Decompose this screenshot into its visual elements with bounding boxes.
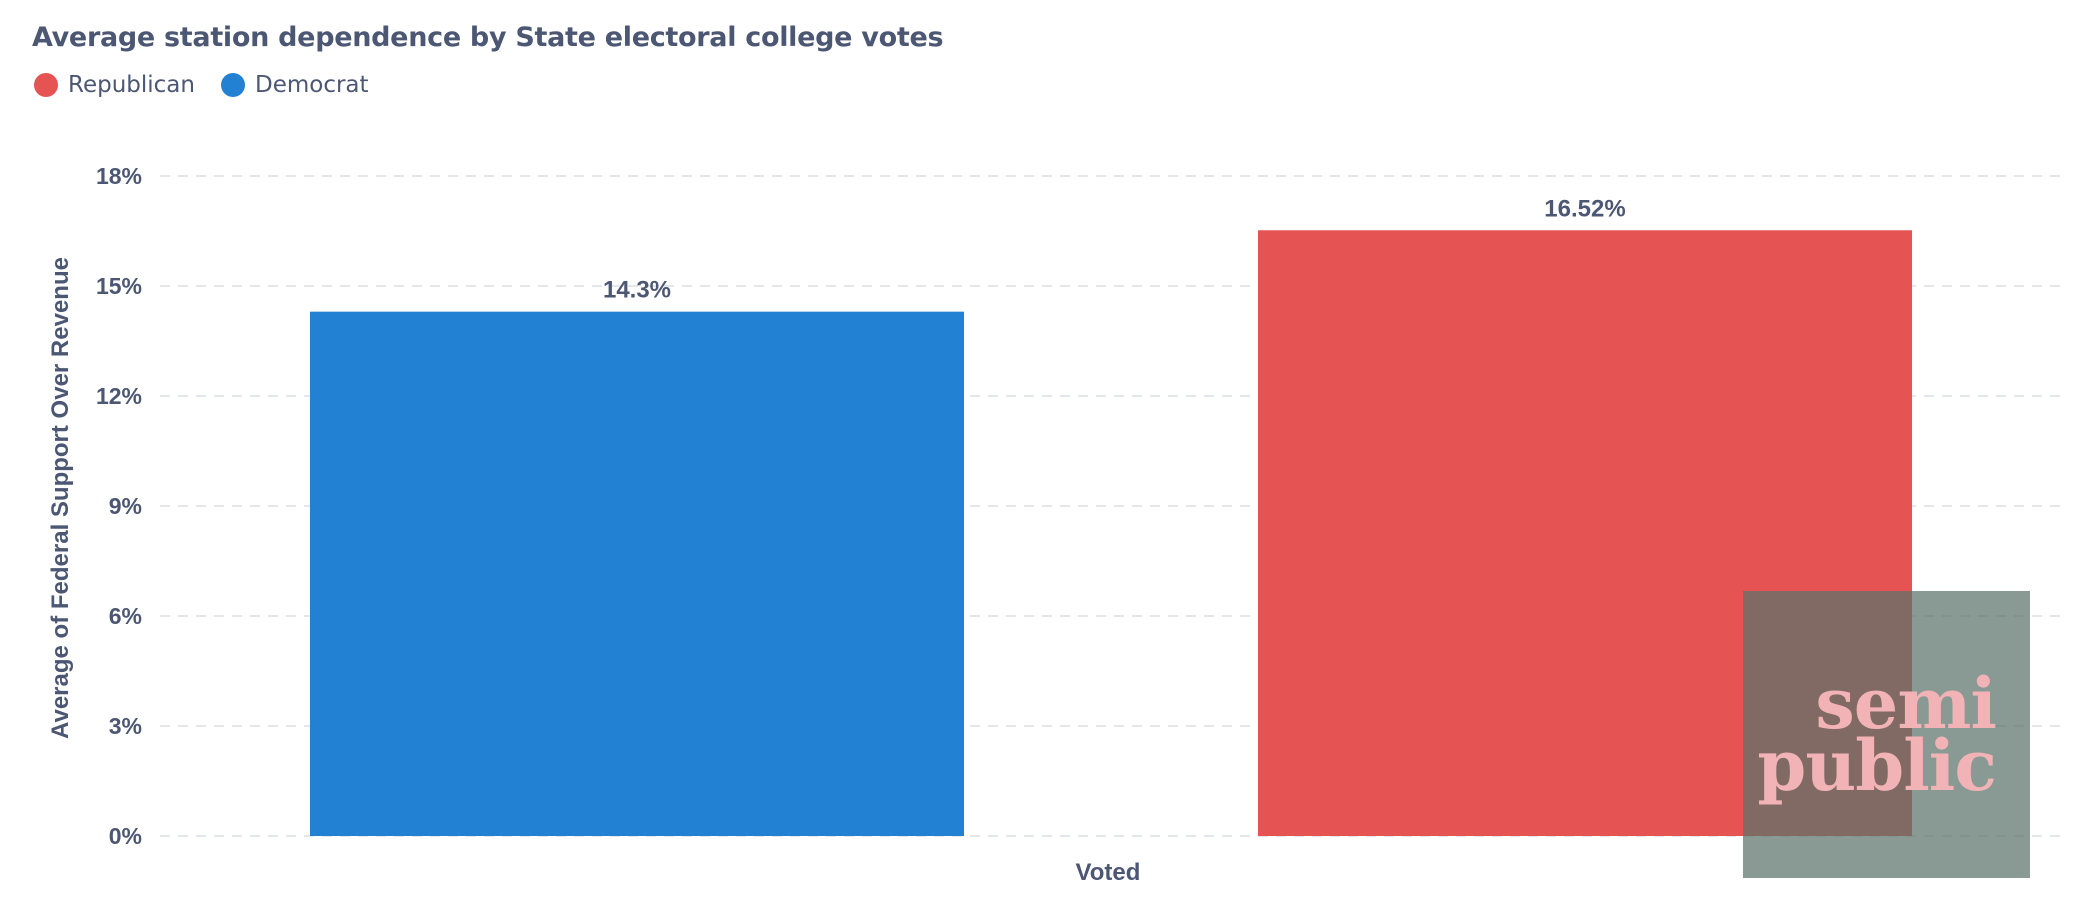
y-tick-label: 3% xyxy=(109,713,142,739)
y-tick-label: 18% xyxy=(96,163,142,189)
watermark-text: semi public xyxy=(1757,662,1997,807)
y-tick-label: 12% xyxy=(96,383,142,409)
watermark-line-1: semi xyxy=(1815,662,1997,745)
x-axis-title: Voted xyxy=(1076,859,1141,886)
data-label-republican: 16.52% xyxy=(1544,195,1625,222)
y-tick-label: 15% xyxy=(96,273,142,299)
y-tick-label: 9% xyxy=(109,493,142,519)
y-axis-ticks: 0% 3% 6% 9% 12% 15% 18% xyxy=(96,163,142,849)
y-tick-label: 0% xyxy=(109,823,142,849)
legend-dot-republican xyxy=(34,73,58,97)
y-tick-label: 6% xyxy=(109,603,142,629)
bar-democrat[interactable] xyxy=(310,311,964,837)
legend-label-republican: Republican xyxy=(68,72,195,98)
bars xyxy=(310,230,1912,837)
legend-item-republican[interactable]: Republican xyxy=(34,72,195,98)
legend-item-democrat[interactable]: Democrat xyxy=(220,72,369,98)
legend: Republican Democrat xyxy=(34,72,395,98)
chart-title: Average station dependence by State elec… xyxy=(32,22,944,53)
legend-dot-democrat xyxy=(220,73,245,97)
y-axis-title: Average of Federal Support Over Revenue xyxy=(47,257,74,739)
data-label-democrat: 14.3% xyxy=(603,277,671,304)
semipublic-watermark-logo: semi public xyxy=(1743,591,2030,878)
data-labels: 14.3% 16.52% xyxy=(603,195,1626,303)
watermark-line-2: public xyxy=(1757,724,1997,807)
legend-label-democrat: Democrat xyxy=(254,72,369,98)
